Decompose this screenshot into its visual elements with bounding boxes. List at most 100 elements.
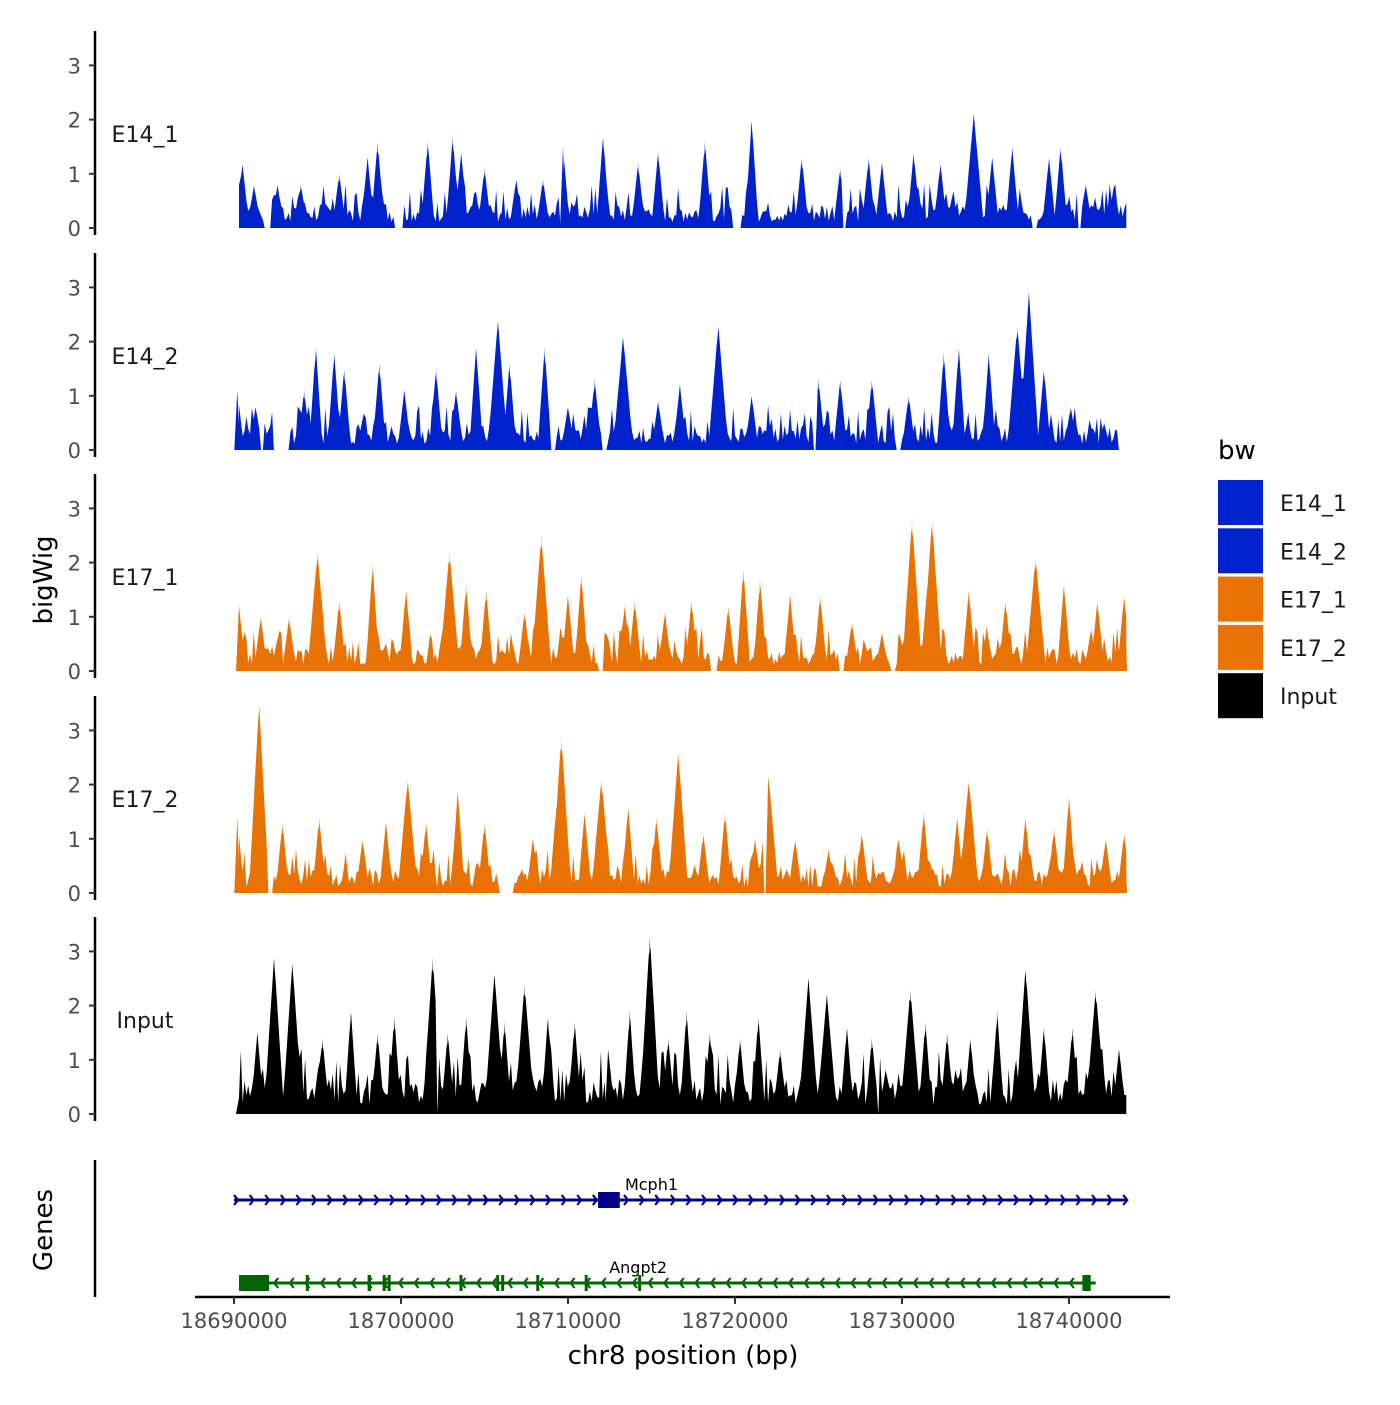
signal-peak [1014, 325, 1021, 450]
x-tick-label: 18690000 [181, 1309, 288, 1333]
signal-peak [631, 600, 638, 671]
signal-peak [868, 379, 875, 450]
signal-peak [635, 163, 642, 228]
strand-arrow [850, 1277, 857, 1289]
track-Input: 0 1 2 3 Input [68, 917, 1127, 1127]
signal-peak [626, 1011, 633, 1114]
signal-peak [463, 584, 470, 671]
signal-peak [591, 379, 598, 450]
strand-arrow [950, 1194, 958, 1206]
signal-peak [429, 956, 436, 1114]
strand-arrow [740, 1277, 748, 1289]
signal-peak [905, 395, 912, 450]
y-tick-label: 3 [68, 719, 81, 743]
strand-arrow [732, 1194, 739, 1206]
signal-peak [444, 1032, 451, 1114]
strand-arrow [623, 1194, 630, 1206]
gene-exon [367, 1275, 371, 1291]
strand-arrow [981, 1194, 989, 1206]
strand-arrow [818, 1277, 826, 1289]
track-label: E14_2 [112, 345, 179, 370]
gene-Mcph1: Mcph1 [233, 1175, 1129, 1208]
signal-peak [458, 152, 465, 228]
strand-arrow [279, 1194, 287, 1206]
signal-peak [565, 406, 571, 450]
signal-peak [837, 379, 844, 450]
signal-area-E17_1 [239, 526, 1127, 671]
signal-peak [297, 184, 304, 228]
signal-peak [347, 1011, 354, 1114]
signal-peak [965, 589, 972, 671]
signal-peak [787, 595, 794, 671]
strand-arrow [1122, 1194, 1129, 1206]
signal-peak [683, 1011, 690, 1114]
track-label: E17_2 [112, 788, 179, 813]
track-E17_1: 0 1 2 3 E17_1 [68, 474, 1128, 684]
signal-peak [364, 157, 371, 228]
signal-peak [937, 163, 944, 228]
signal-peak [319, 1038, 326, 1114]
y-tick-label: 2 [68, 995, 81, 1019]
strand-arrow [825, 1194, 833, 1206]
gene-exon [501, 1275, 505, 1291]
tracks-layer: 0 1 2 3 E14_1 0 1 2 3 E14_2 0 1 2 3 E17_1 0 1 2 3 E17_2 0 1 2 3… [68, 31, 1128, 1127]
strand-arrow [435, 1194, 443, 1206]
strand-arrow [538, 1277, 545, 1289]
signal-peak [581, 811, 588, 893]
signal-peak [1032, 557, 1039, 671]
signal-peak [655, 152, 662, 228]
signal-peak [879, 633, 885, 671]
signal-peak [578, 573, 585, 671]
x-tick-label: 18710000 [515, 1309, 622, 1333]
y-tick-label: 0 [68, 1103, 81, 1127]
strand-arrow [1052, 1277, 1060, 1289]
signal-peak [955, 347, 962, 450]
legend-swatch [1218, 480, 1263, 525]
strand-arrow [1037, 1277, 1044, 1289]
strand-arrow [685, 1194, 692, 1206]
signal-peak [920, 811, 927, 893]
signal-peak [376, 363, 383, 450]
gene-exon [1082, 1275, 1091, 1291]
strand-arrow [1021, 1277, 1028, 1289]
strand-arrow [1068, 1277, 1075, 1289]
signal-peak [251, 184, 257, 228]
gene-exon [584, 1275, 588, 1291]
strand-arrow [576, 1194, 583, 1206]
signal-peak [984, 828, 991, 893]
signal-peak [765, 422, 772, 450]
signal-peak [383, 822, 389, 893]
y-tick-label: 2 [68, 109, 81, 133]
signal-peak [286, 616, 293, 671]
signal-peak [481, 822, 488, 893]
strand-arrow [272, 1277, 280, 1289]
signal-peak [391, 1016, 398, 1114]
signal-peak [865, 157, 872, 228]
strand-arrow [725, 1277, 732, 1289]
signal-peak [404, 779, 411, 893]
signal-peak [665, 1038, 672, 1114]
signal-peak [748, 395, 755, 450]
strand-arrow [865, 1277, 872, 1289]
strand-arrow [1006, 1277, 1013, 1289]
strand-arrow [1075, 1194, 1082, 1206]
y-tick-label: 1 [68, 385, 81, 409]
signal-peak [234, 390, 241, 450]
strand-arrow [997, 1194, 1004, 1206]
signal-peak [541, 347, 548, 450]
signal-peak [907, 989, 914, 1114]
signal-peak [661, 611, 668, 671]
strand-arrow [810, 1194, 817, 1206]
signal-peak [700, 833, 707, 893]
strand-arrow [288, 1277, 295, 1289]
signal-peak [1022, 817, 1029, 893]
signal-peak [706, 1032, 713, 1114]
strand-arrow [560, 1194, 568, 1206]
signal-peak [965, 779, 972, 893]
signal-peak [967, 1038, 974, 1114]
signal-peak [359, 838, 366, 893]
signal-peak [401, 390, 408, 450]
signal-peak [954, 817, 961, 893]
signal-peak [825, 849, 832, 893]
